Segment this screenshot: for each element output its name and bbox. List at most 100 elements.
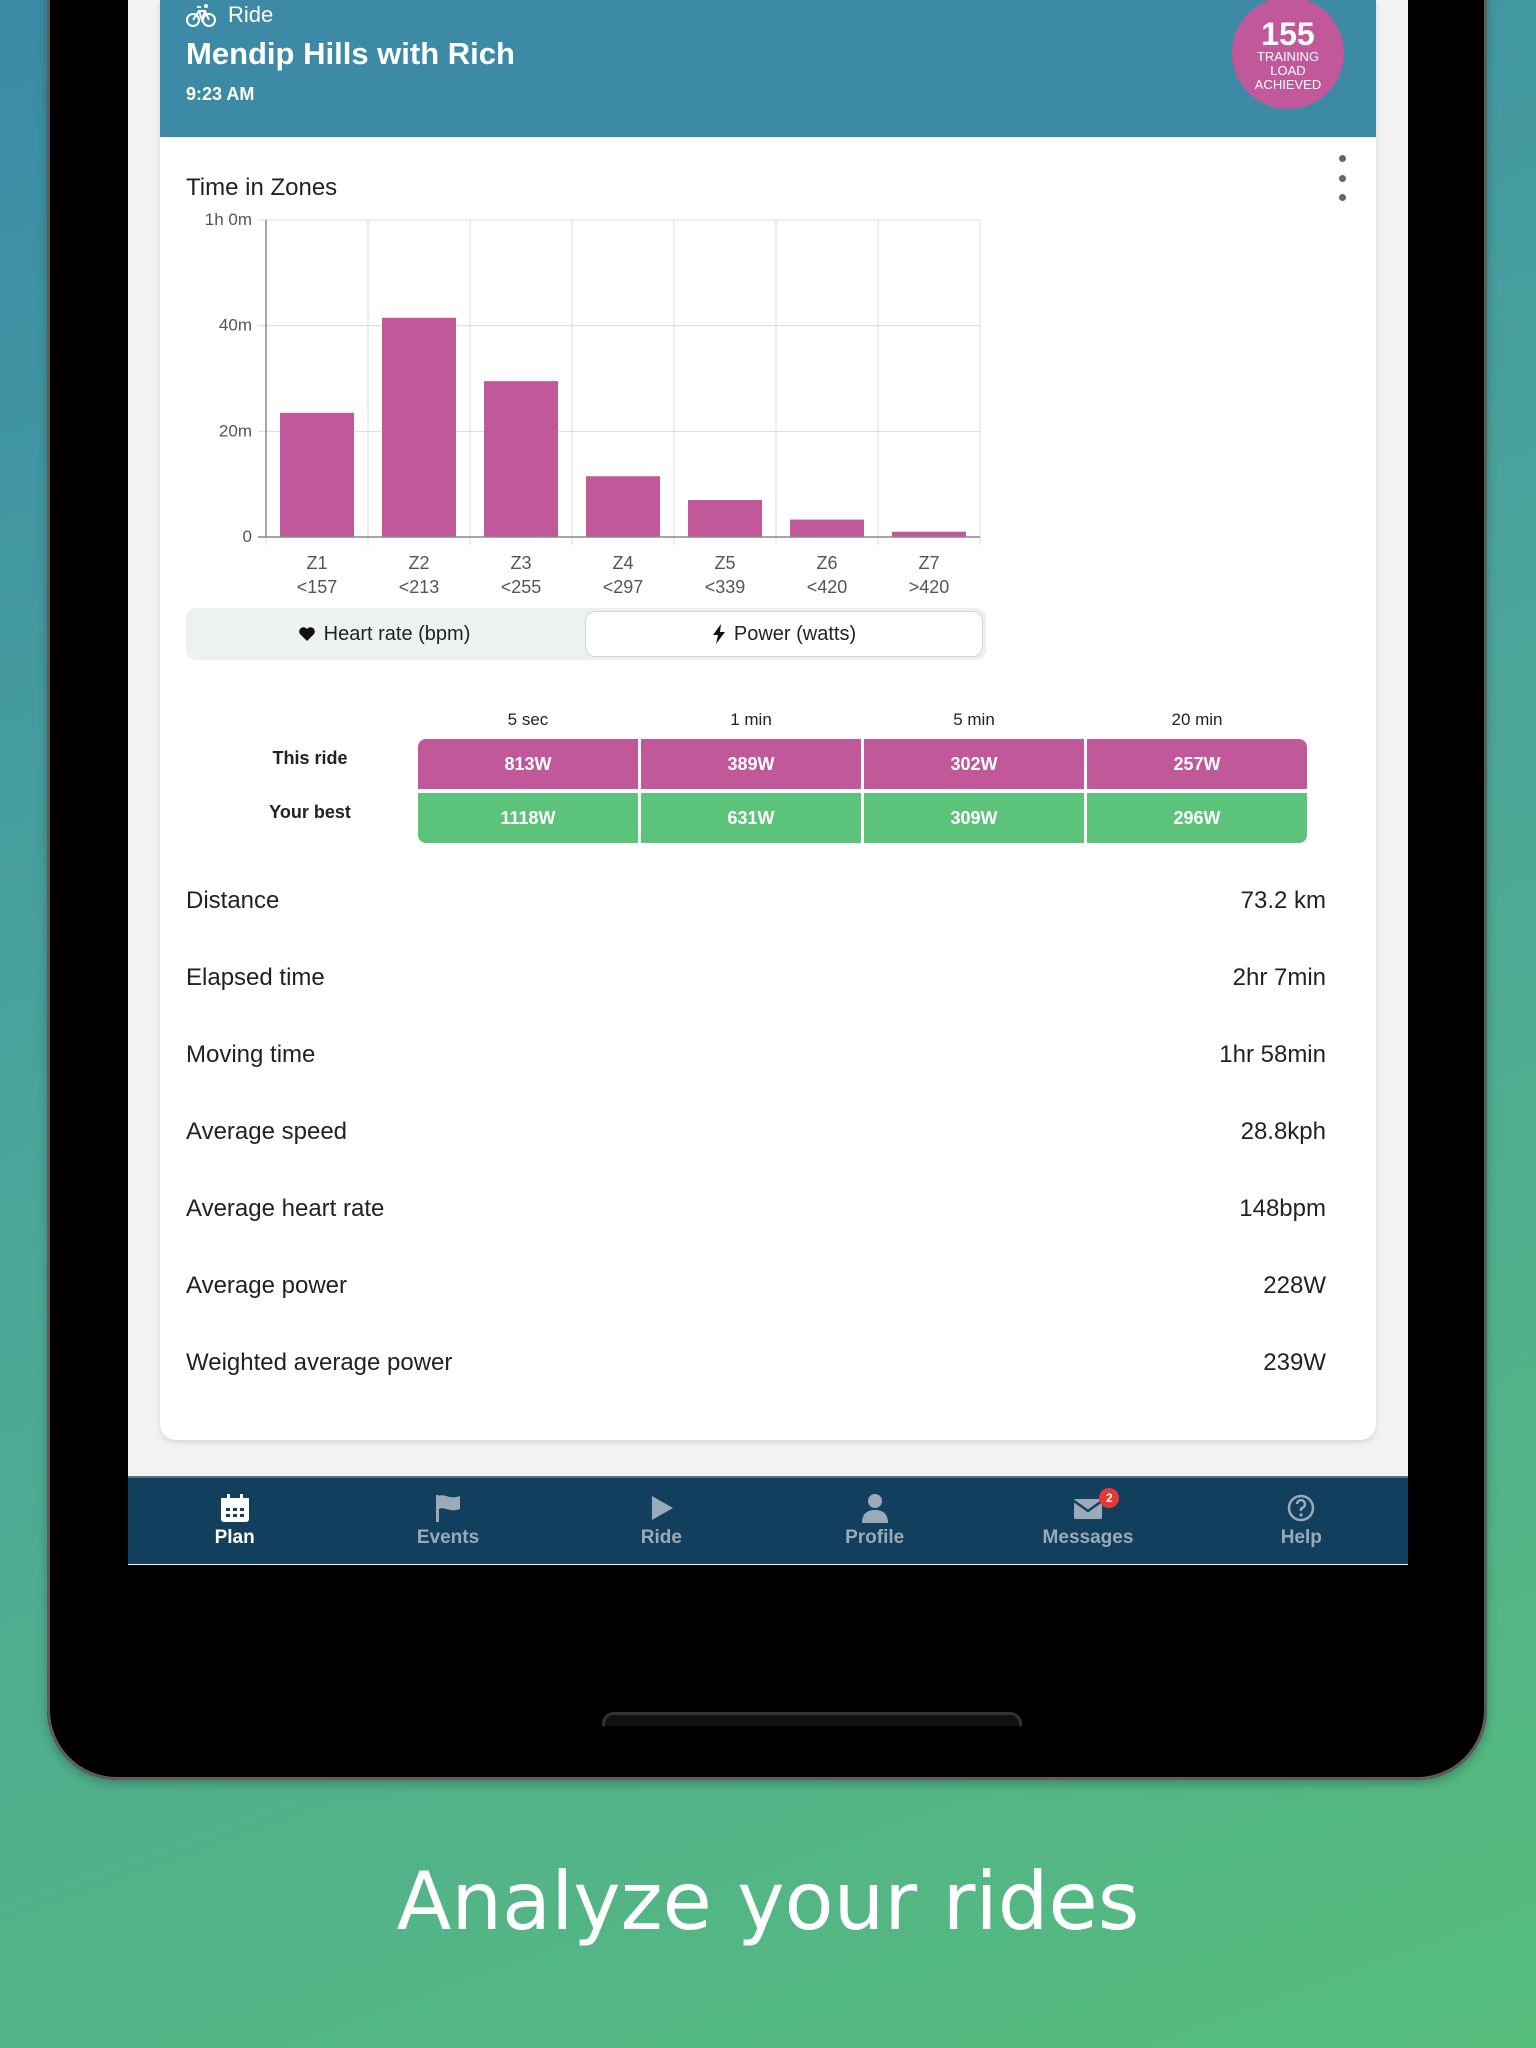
zone-metric-toggle: Heart rate (bpm) Power (watts) xyxy=(186,608,986,660)
zone-bar xyxy=(892,531,966,537)
stat-label: Average speed xyxy=(186,1117,348,1145)
zone-range-label: <255 xyxy=(501,577,542,597)
ride-stats: Distance 73.2 km Elapsed time 2hr 7min Mov… xyxy=(186,862,1326,1401)
ride-title: Mendip Hills with Rich xyxy=(186,36,515,71)
zone-name-label: Z3 xyxy=(510,553,531,573)
zone-range-label: <157 xyxy=(297,577,338,597)
stat-value: 148bpm xyxy=(1239,1194,1326,1222)
power-toggle-label: Power (watts) xyxy=(733,622,857,645)
zone-name-label: Z7 xyxy=(918,553,939,573)
stat-value: 1hr 58min xyxy=(1219,1040,1326,1068)
ride-time: 9:23 AM xyxy=(186,84,255,104)
nav-messages[interactable]: 2 Messages xyxy=(981,1478,1194,1564)
stat-label: Elapsed time xyxy=(186,963,325,991)
training-load-badge: 155 TRAINING LOAD ACHIEVED xyxy=(1232,0,1344,109)
nav-label: Profile xyxy=(845,1527,905,1548)
your-best-cell: 1118W xyxy=(418,793,638,843)
y-tick-label: 0 xyxy=(243,527,252,546)
lightning-icon xyxy=(712,624,725,644)
person-icon xyxy=(861,1494,888,1523)
zone-bar xyxy=(382,317,456,537)
this-ride-cell: 813W xyxy=(418,739,638,789)
stat-value: 2hr 7min xyxy=(1232,963,1326,991)
stat-label: Moving time xyxy=(186,1040,316,1068)
zone-range-label: <339 xyxy=(705,577,746,597)
nav-label: Plan xyxy=(214,1527,255,1548)
nav-label: Events xyxy=(416,1527,480,1548)
zone-name-label: Z1 xyxy=(306,553,327,573)
training-load-value: 155 xyxy=(1261,16,1315,52)
zone-range-label: <420 xyxy=(807,577,848,597)
nav-help[interactable]: Help xyxy=(1195,1478,1408,1564)
tablet-notch xyxy=(602,1712,1022,1726)
mail-icon xyxy=(1073,1499,1103,1519)
best-efforts-header: 5 min xyxy=(953,710,995,729)
y-tick-label: 1h 0m xyxy=(205,210,252,229)
zone-bar xyxy=(688,500,762,537)
this-ride-label: This ride xyxy=(272,748,348,768)
stat-row: Moving time 1hr 58min xyxy=(186,1016,1326,1093)
this-ride-cell: 389W xyxy=(641,739,861,789)
stat-label: Distance xyxy=(186,886,280,914)
this-ride-cell: 302W xyxy=(864,739,1084,789)
zone-bar xyxy=(484,381,558,537)
activity-type-label: Ride xyxy=(228,2,274,27)
heart-icon xyxy=(298,627,315,641)
more-options-icon[interactable] xyxy=(1332,155,1352,201)
flag-icon xyxy=(435,1495,460,1522)
app-screen: Ride Mendip Hills with Rich 9:23 AM 155 … xyxy=(128,0,1408,1565)
stat-value: 28.8kph xyxy=(1240,1117,1326,1145)
stat-row: Weighted average power 239W xyxy=(186,1324,1326,1401)
stat-value: 73.2 km xyxy=(1240,886,1326,914)
stat-row: Average power 228W xyxy=(186,1247,1326,1324)
best-efforts-header: 1 min xyxy=(730,710,772,729)
zone-name-label: Z5 xyxy=(714,553,735,573)
your-best-label: Your best xyxy=(269,802,351,822)
training-load-label: TRAINING LOAD ACHIEVED xyxy=(1254,49,1322,92)
nav-events[interactable]: Events xyxy=(341,1478,554,1564)
messages-badge: 2 xyxy=(1099,1488,1120,1508)
zone-name-label: Z4 xyxy=(612,553,633,573)
y-tick-label: 40m xyxy=(219,316,252,335)
zone-range-label: <297 xyxy=(603,577,644,597)
zone-bar xyxy=(790,519,864,537)
nav-label: Messages xyxy=(1042,1527,1134,1548)
nav-label: Ride xyxy=(640,1527,682,1548)
this-ride-cell: 257W xyxy=(1087,739,1307,789)
activity-type: Ride xyxy=(186,2,273,28)
heart-rate-toggle-label: Heart rate (bpm) xyxy=(323,622,471,645)
zone-bar xyxy=(586,476,660,537)
bike-icon xyxy=(186,4,216,27)
heart-rate-toggle[interactable]: Heart rate (bpm) xyxy=(186,608,582,660)
stat-value: 228W xyxy=(1263,1271,1326,1299)
zone-range-label: >420 xyxy=(909,577,950,597)
zone-bar xyxy=(280,412,354,537)
stat-row: Elapsed time 2hr 7min xyxy=(186,939,1326,1016)
activity-card: Ride Mendip Hills with Rich 9:23 AM 155 … xyxy=(160,0,1376,1440)
power-toggle[interactable]: Power (watts) xyxy=(585,611,983,657)
bottom-nav: Plan Events Ride Profile 2 Messages xyxy=(128,1476,1408,1564)
play-icon xyxy=(652,1496,674,1520)
nav-profile[interactable]: Profile xyxy=(768,1478,981,1564)
y-tick-label: 20m xyxy=(219,421,252,440)
nav-ride[interactable]: Ride xyxy=(555,1478,768,1564)
stat-row: Average speed 28.8kph xyxy=(186,1093,1326,1170)
nav-plan[interactable]: Plan xyxy=(128,1478,341,1564)
your-best-cell: 309W xyxy=(864,793,1084,843)
promo-caption: Analyze your rides xyxy=(396,1855,1140,1948)
help-icon xyxy=(1288,1494,1315,1522)
stat-label: Average power xyxy=(186,1271,347,1299)
best-efforts-header: 20 min xyxy=(1171,710,1223,729)
stat-value: 239W xyxy=(1263,1348,1326,1376)
zone-range-label: <213 xyxy=(399,577,440,597)
your-best-cell: 296W xyxy=(1087,793,1307,843)
stat-label: Weighted average power xyxy=(186,1348,453,1376)
nav-label: Help xyxy=(1280,1527,1322,1548)
best-efforts-header: 5 sec xyxy=(507,710,549,729)
stat-label: Average heart rate xyxy=(186,1194,385,1222)
zone-name-label: Z6 xyxy=(816,553,837,573)
chart-title: Time in Zones xyxy=(186,174,338,201)
your-best-cell: 631W xyxy=(641,793,861,843)
time-in-zones-chart: 0 20m 40m 1h 0m Z1 <157 Z2 <213 Z3 <255 Z4 <297 Z5 <3… xyxy=(205,210,981,597)
stat-row: Distance 73.2 km xyxy=(186,862,1326,939)
